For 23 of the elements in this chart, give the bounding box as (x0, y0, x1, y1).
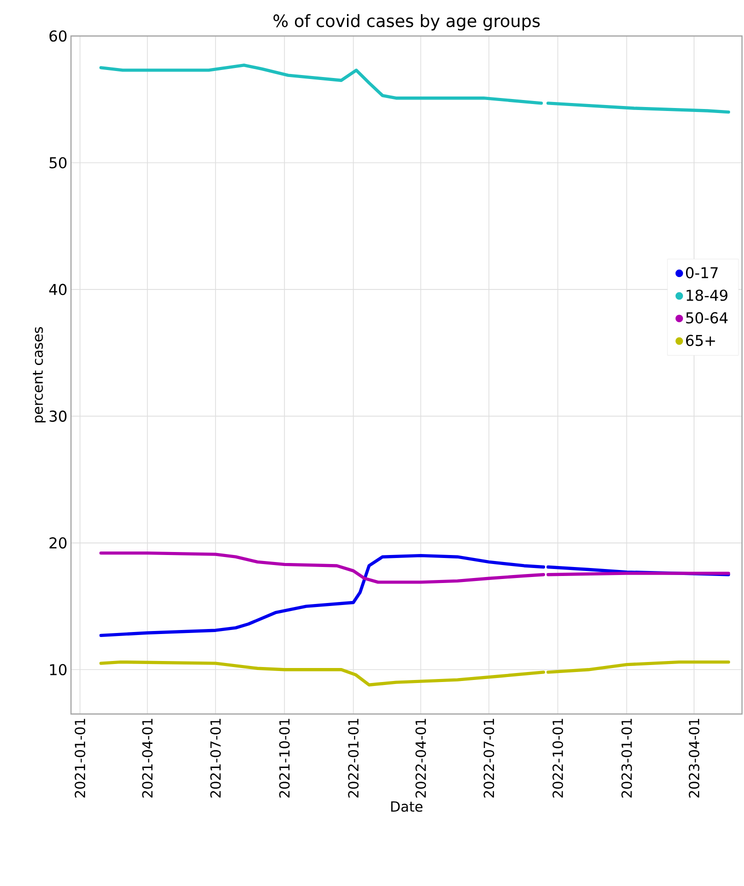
y-tick-label: 20 (50, 537, 66, 549)
x-tick-label: 2022-01-01 (348, 718, 359, 798)
y-tick-label: 60 (50, 30, 66, 42)
y-tick-label: 30 (50, 410, 66, 422)
legend-label: 65+ (686, 334, 715, 346)
x-tick-label: 2023-04-01 (688, 718, 700, 798)
x-axis-title: Date (391, 801, 422, 812)
y-tick-label: 10 (50, 664, 66, 676)
x-tick-label: 2022-04-01 (415, 718, 426, 798)
chart-title: % of covid cases by age groups (273, 14, 540, 30)
x-tick-label: 2021-04-01 (142, 718, 153, 798)
y-tick-label: 40 (49, 284, 66, 296)
x-tick-label: 2021-01-01 (74, 718, 86, 798)
legend-label: 50-64 (686, 312, 728, 324)
legend-label: 18-49 (686, 290, 728, 301)
legend-label: 0-17 (686, 267, 718, 278)
y-tick-label: 50 (50, 157, 66, 168)
x-tick-label: 2023-01-01 (621, 718, 632, 798)
x-tick-label: 2022-07-01 (484, 718, 494, 798)
y-axis-title: percent cases (32, 327, 46, 422)
x-tick-label: 2021-10-01 (279, 718, 290, 798)
x-tick-label: 2022-10-01 (552, 718, 564, 798)
x-tick-label: 2021-07-01 (210, 718, 221, 798)
